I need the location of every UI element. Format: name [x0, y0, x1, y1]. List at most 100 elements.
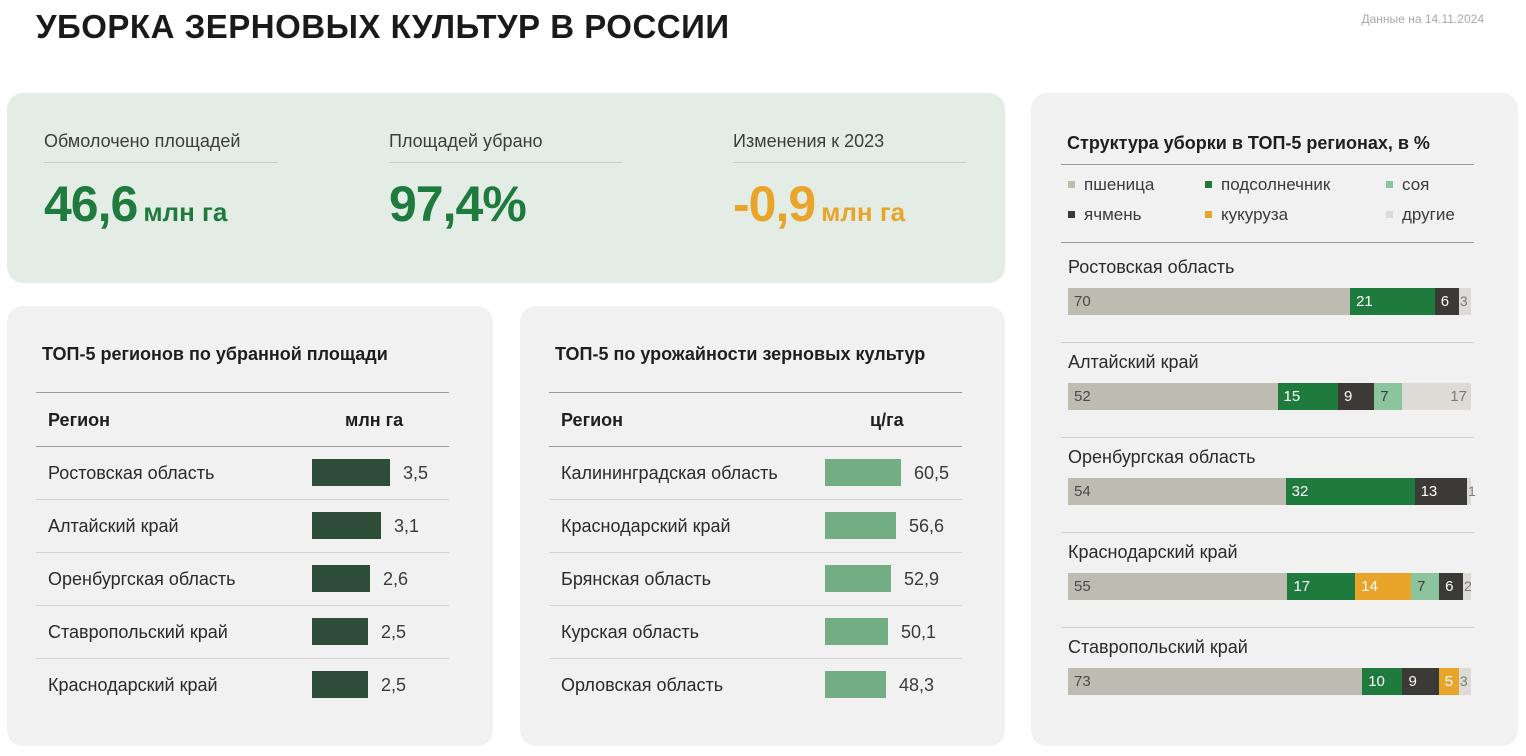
region-name: Краснодарский край — [1068, 542, 1238, 562]
segment-sunflower: 10 — [1362, 668, 1403, 695]
region-stack: Краснодарский край 55 17 14 7 6 2 — [1061, 533, 1474, 628]
segment-wheat: 70 — [1068, 288, 1351, 315]
segment-value: 6 — [1440, 293, 1450, 310]
top-yield-panel: ТОП-5 по урожайности зерновых культур Ре… — [520, 306, 1005, 746]
legend-swatch — [1386, 211, 1393, 218]
segment-value: 7 — [1380, 388, 1389, 405]
column-header-unit: ц/га — [870, 410, 904, 430]
table-header: Регион млн га — [36, 393, 449, 447]
region-name: Ставропольский край — [1068, 637, 1248, 657]
value-label: 3,1 — [394, 516, 420, 536]
segment-other: 2 — [1463, 573, 1472, 600]
legend-item-soy: соя — [1386, 175, 1429, 195]
region-name: Оренбургская область — [1068, 447, 1256, 467]
region-name: Краснодарский край — [48, 675, 218, 695]
segment-value: 14 — [1361, 578, 1378, 595]
segment-barley: 13 — [1414, 478, 1467, 505]
region-name: Ростовская область — [1068, 257, 1235, 277]
region-name: Курская область — [561, 622, 699, 642]
table-row: Калининградская область 60,5 — [549, 447, 962, 500]
segment-wheat: 52 — [1068, 383, 1278, 410]
segment-barley: 9 — [1402, 668, 1439, 695]
segment-sunflower: 32 — [1285, 478, 1415, 505]
table-row: Краснодарский край 56,6 — [549, 500, 962, 553]
segment-barley: 6 — [1439, 573, 1463, 600]
table-row: Краснодарский край 2,5 — [36, 659, 449, 712]
segment-sunflower: 17 — [1287, 573, 1356, 600]
segment-soy: 7 — [1411, 573, 1440, 600]
legend-swatch — [1068, 211, 1075, 218]
segment-value: 6 — [1445, 578, 1454, 595]
legend-label: другие — [1402, 205, 1455, 224]
segment-value: 10 — [1368, 673, 1385, 690]
value-bar — [312, 565, 370, 592]
segment-value: 5 — [1444, 673, 1454, 690]
table-row: Ставропольский край 2,5 — [36, 606, 449, 659]
segment-other: 17 — [1402, 383, 1471, 410]
value-label: 2,5 — [381, 675, 407, 695]
kpi-unit: млн га — [821, 197, 906, 227]
segment-value: 55 — [1074, 578, 1091, 595]
segment-value: 52 — [1074, 388, 1091, 405]
value-bar — [825, 671, 886, 698]
kpi-label: Обмолочено площадей — [44, 131, 277, 163]
legend-swatch — [1205, 181, 1212, 188]
table-row: Алтайский край 3,1 — [36, 500, 449, 553]
value-label: 56,6 — [909, 516, 945, 536]
top-area-panel: ТОП-5 регионов по убранной площади Регио… — [7, 306, 493, 746]
kpi-panel: Обмолочено площадей 46,6 млн га Площадей … — [7, 93, 1005, 283]
segment-value: 54 — [1074, 483, 1091, 500]
region-stack: Ростовская область 70 21 6 3 — [1061, 248, 1474, 343]
divider — [1061, 342, 1474, 343]
divider — [1061, 164, 1474, 165]
region-stack: Ставропольский край 73 10 9 5 3 — [1061, 628, 1474, 723]
divider — [1061, 242, 1474, 243]
value-label: 52,9 — [904, 569, 940, 589]
top-yield-table: Регион ц/га Калининградская область 60,5 К… — [549, 392, 962, 712]
segment-value: 15 — [1283, 388, 1301, 405]
stacked-bar: 55 17 14 7 6 2 — [1068, 573, 1472, 600]
page-title: УБОРКА ЗЕРНОВЫХ КУЛЬТУР В РОССИИ — [36, 8, 730, 45]
segment-value: 9 — [1408, 673, 1417, 690]
segment-corn: 5 — [1438, 668, 1459, 695]
segment-value: 2 — [1464, 578, 1472, 594]
legend: пшеница подсолнечник соя ячмень кукуруза друг… — [1068, 175, 1474, 235]
kpi-label: Площадей убрано — [389, 131, 622, 163]
data-date-note: Данные на 14.11.2024 — [1361, 12, 1485, 26]
stacked-bar: 70 21 6 3 — [1068, 288, 1471, 315]
segment-wheat: 54 — [1068, 478, 1286, 505]
kpi-number: -0,9 — [733, 176, 816, 232]
divider — [1061, 532, 1474, 533]
segment-barley: 6 — [1434, 288, 1459, 315]
value-label: 50,1 — [901, 622, 937, 642]
kpi-unit: млн га — [143, 197, 228, 227]
value-bar — [825, 459, 901, 486]
region-name: Оренбургская область — [48, 569, 236, 589]
divider — [1061, 437, 1474, 438]
table-row: Орловская область 48,3 — [549, 659, 962, 712]
segment-other: 3 — [1458, 288, 1471, 315]
segment-wheat: 73 — [1068, 668, 1363, 695]
value-bar — [312, 512, 381, 539]
kpi-number: 46,6 — [44, 176, 138, 232]
region-stack: Алтайский край 52 15 9 7 17 — [1061, 343, 1474, 438]
legend-label: подсолнечник — [1221, 175, 1331, 194]
column-header-region: Регион — [48, 410, 110, 430]
kpi-value: -0,9 млн га — [733, 175, 966, 233]
value-bar — [825, 512, 896, 539]
legend-label: ячмень — [1084, 205, 1142, 224]
region-name: Брянская область — [561, 569, 711, 589]
top-area-table: Регион млн га Ростовская область 3,5 Алтай… — [36, 392, 449, 712]
legend-swatch — [1386, 181, 1393, 188]
value-bar — [825, 565, 891, 592]
structure-title: Структура уборки в ТОП-5 регионах, в % — [1067, 133, 1430, 153]
legend-label: пшеница — [1084, 175, 1155, 194]
table-row: Ростовская область 3,5 — [36, 447, 449, 500]
divider — [1061, 627, 1474, 628]
kpi-threshed-area: Обмолочено площадей 46,6 млн га — [44, 131, 277, 233]
table-header: Регион ц/га — [549, 393, 962, 447]
value-label: 2,6 — [383, 569, 409, 589]
segment-value: 1 — [1467, 483, 1476, 499]
region-name: Алтайский край — [48, 516, 179, 536]
kpi-value: 97,4% — [389, 175, 622, 233]
